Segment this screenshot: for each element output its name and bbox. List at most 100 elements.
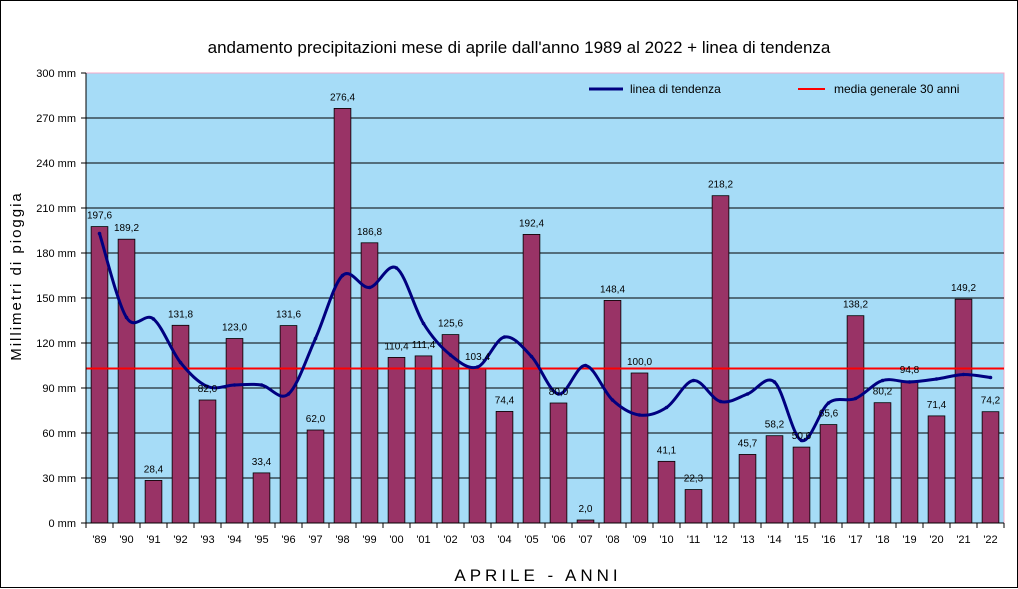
bar (522, 233, 541, 524)
y-tick-label: 270 mm (36, 113, 76, 125)
data-label: 45,7 (738, 438, 758, 449)
trend-point (934, 377, 939, 381)
x-tick-label: '00 (389, 534, 403, 546)
bar (144, 479, 163, 524)
data-label: 80,0 (549, 387, 569, 398)
y-tick-label: 90 mm (42, 383, 76, 395)
bar (954, 298, 973, 524)
trend-point (610, 398, 615, 402)
trend-point (826, 401, 831, 405)
y-tick-label: 30 mm (42, 473, 76, 485)
trend-point (97, 231, 102, 236)
x-tick-label: '02 (443, 534, 457, 546)
trend-point (637, 413, 642, 417)
trend-point (394, 266, 399, 270)
data-label: 80,2 (873, 387, 893, 398)
trend-point (718, 399, 723, 404)
bar (981, 411, 1000, 524)
data-label: 33,4 (252, 457, 272, 468)
data-label: 148,4 (600, 284, 625, 295)
bar (792, 446, 811, 524)
x-tick-label: '04 (497, 534, 511, 546)
x-tick-label: '14 (767, 534, 781, 546)
trend-point (205, 384, 210, 389)
trend-point (961, 372, 966, 377)
bar (387, 356, 406, 524)
trend-point (448, 353, 453, 357)
data-label: 22,3 (684, 474, 704, 485)
data-label: 276,4 (330, 92, 355, 103)
data-label: 218,2 (708, 180, 733, 191)
x-tick-label: '21 (956, 534, 970, 546)
trend-point (583, 363, 588, 368)
bar (117, 238, 136, 524)
trend-point (367, 285, 372, 290)
data-label: 186,8 (357, 227, 382, 238)
y-tick-label: 0 mm (49, 518, 77, 530)
trend-point (907, 380, 912, 384)
trend-point (232, 383, 237, 387)
trend-point (745, 392, 750, 396)
trend-point (421, 321, 426, 326)
trend-line (98, 233, 991, 443)
data-label: 28,4 (144, 464, 164, 475)
data-label: 138,2 (843, 300, 868, 311)
data-label: 82,0 (198, 384, 218, 395)
x-tick-label: '13 (740, 534, 754, 546)
x-tick-label: '89 (92, 534, 106, 546)
data-label: 110,4 (384, 341, 409, 352)
x-tick-label: '09 (632, 534, 646, 546)
bar (765, 435, 784, 524)
bar (603, 299, 622, 524)
trend-point (988, 375, 993, 380)
x-tick-label: '90 (119, 534, 133, 546)
trend-point (286, 392, 291, 396)
x-tick-label: '99 (362, 534, 376, 546)
bar (549, 402, 568, 524)
trend-line-layer (97, 231, 993, 443)
trend-point (151, 317, 156, 321)
bar (468, 367, 487, 524)
trend-point (799, 438, 804, 443)
trend-point (340, 273, 345, 278)
data-label: 62,0 (306, 414, 326, 425)
x-tick-label: '01 (416, 534, 430, 546)
data-label: 131,6 (276, 310, 301, 321)
x-tick-label: '92 (173, 534, 187, 546)
data-label: 74,4 (495, 395, 515, 406)
bar (414, 355, 433, 524)
trend-point (475, 365, 480, 369)
bar (252, 472, 271, 524)
x-tick-label: '06 (551, 534, 565, 546)
x-tick-label: '22 (983, 534, 997, 546)
x-tick-label: '95 (254, 534, 268, 546)
x-tick-label: '07 (578, 534, 592, 546)
bar (900, 380, 919, 524)
data-label: 111,4 (412, 340, 436, 351)
y-tick-label: 240 mm (36, 158, 76, 170)
bar (333, 108, 352, 524)
data-label: 100,0 (627, 357, 652, 368)
x-tick-label: '94 (227, 534, 241, 546)
y-tick-label: 150 mm (36, 293, 76, 305)
x-tick-label: '03 (470, 534, 484, 546)
y-axis-label: Millimetri di pioggia (8, 191, 25, 361)
trend-point (313, 336, 318, 341)
data-label: 71,4 (927, 400, 947, 411)
data-label: 125,6 (438, 319, 463, 330)
bar (873, 402, 892, 524)
x-tick-label: '19 (902, 534, 916, 546)
data-label: 123,0 (222, 323, 247, 334)
bar (198, 399, 217, 524)
x-tick-label: '05 (524, 534, 538, 546)
axis-layer: 0 mm 30 mm 60 mm 90 mm 120 mm 150 mm 180 mm 210… (36, 68, 1005, 546)
data-label: 94,8 (900, 365, 920, 376)
trend-point (178, 360, 183, 365)
y-tick-label: 120 mm (36, 338, 76, 350)
bar-layer (90, 108, 1000, 524)
trend-point (880, 378, 885, 383)
bar (306, 429, 325, 524)
data-label: 41,1 (657, 445, 677, 456)
data-label: 131,8 (168, 309, 193, 320)
